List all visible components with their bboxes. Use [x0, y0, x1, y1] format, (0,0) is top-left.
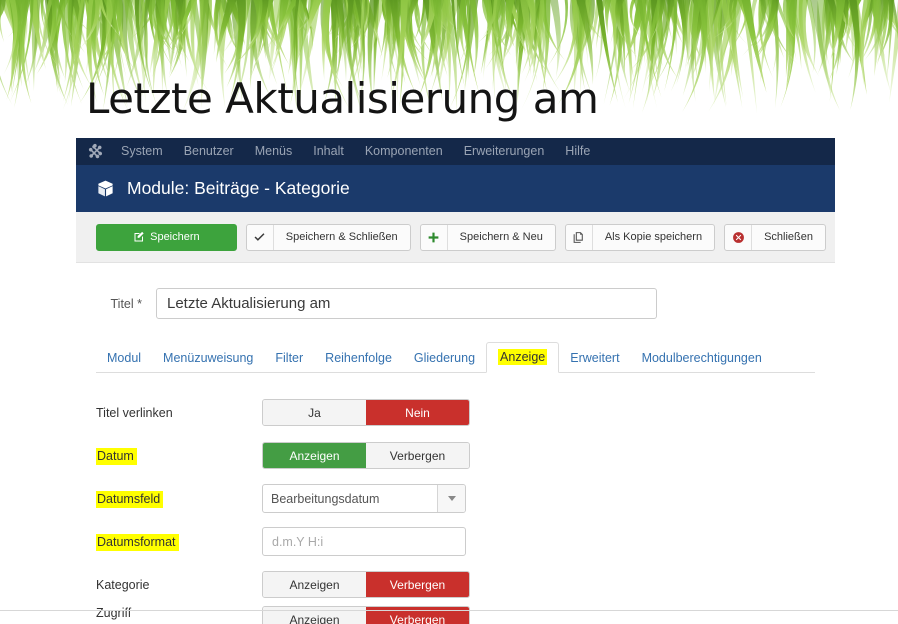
site-banner: Letzte Aktualisierung am: [0, 0, 898, 138]
select-datumsfeld[interactable]: Bearbeitungsdatum: [262, 484, 466, 513]
tab-modulberechtigungen[interactable]: Modulberechtigungen: [631, 343, 773, 373]
form-row-titel-verlinken: Titel verlinken Ja Nein: [96, 391, 835, 434]
close-button[interactable]: Schließen: [724, 223, 826, 251]
admin-toolbar: Speichern Speichern & Schließen Speicher…: [76, 212, 835, 263]
tab-filter-label: Filter: [275, 351, 304, 365]
label-datum-text: Datum: [96, 447, 137, 465]
save-and-new-label: Speichern & Neu: [459, 231, 543, 243]
menu-item-hilfe[interactable]: Hilfe: [565, 144, 591, 158]
menu-item-inhalt[interactable]: Inhalt: [313, 144, 344, 158]
tab-menuezuweisung[interactable]: Menüzuweisung: [152, 343, 264, 373]
check-icon: [247, 224, 274, 250]
menu-item-system[interactable]: System: [121, 144, 163, 158]
label-datumsformat: Datumsformat: [96, 533, 262, 551]
toggle-kategorie-verbergen[interactable]: Verbergen: [366, 572, 469, 597]
module-box-icon: [98, 180, 113, 197]
menu-item-menues[interactable]: Menüs: [254, 144, 293, 158]
form-row-zugriff: Zugriff Anzeigen Verbergen: [96, 606, 835, 624]
label-zugriff: Zugriff: [96, 606, 132, 620]
save-and-close-button[interactable]: Speichern & Schließen: [245, 223, 411, 251]
toggle-titel-verlinken[interactable]: Ja Nein: [262, 399, 470, 426]
save-and-close-label: Speichern & Schließen: [285, 231, 398, 243]
tab-reihenfolge-label: Reihenfolge: [325, 351, 392, 365]
tab-filter[interactable]: Filter: [264, 343, 314, 373]
save-as-copy-label: Als Kopie speichern: [604, 231, 703, 243]
select-datumsfeld-value: Bearbeitungsdatum: [271, 491, 380, 506]
toggle-titel-verlinken-nein[interactable]: Nein: [366, 400, 469, 425]
page-title: Letzte Aktualisierung am: [86, 74, 599, 123]
chevron-down-icon[interactable]: [437, 485, 465, 512]
grass-banner-image: [0, 0, 898, 125]
form-row-kategorie: Kategorie Anzeigen Verbergen: [96, 563, 835, 606]
admin-menubar: System Benutzer Menüs Inhalt Komponenten…: [76, 138, 835, 165]
tab-erweitert-label: Erweitert: [570, 351, 620, 365]
label-datumsformat-text: Datumsformat: [96, 533, 179, 551]
save-and-new-button[interactable]: Speichern & Neu: [419, 223, 556, 251]
tab-modulberechtigungen-label: Modulberechtigungen: [641, 351, 762, 365]
module-tabs: Modul Menüzuweisung Filter Reihenfolge G…: [96, 341, 815, 373]
label-kategorie: Kategorie: [96, 577, 150, 592]
label-datum: Datum: [96, 447, 262, 465]
joomla-admin-panel: System Benutzer Menüs Inhalt Komponenten…: [76, 138, 835, 624]
menu-item-benutzer[interactable]: Benutzer: [183, 144, 234, 158]
page-bottom-divider: [0, 610, 898, 611]
tab-modul-label: Modul: [107, 351, 142, 365]
form-row-datumsfeld: Datumsfeld Bearbeitungsdatum: [96, 477, 835, 520]
tab-gliederung[interactable]: Gliederung: [403, 343, 486, 373]
tab-menuezuweisung-label: Menüzuweisung: [163, 351, 254, 365]
anzeige-form: Titel verlinken Ja Nein Datum Anzeigen V…: [76, 373, 835, 624]
title-input[interactable]: [156, 288, 657, 319]
toggle-kategorie[interactable]: Anzeigen Verbergen: [262, 571, 470, 598]
copy-icon: [566, 224, 593, 250]
label-datumsfeld: Datumsfeld: [96, 490, 262, 508]
tab-reihenfolge[interactable]: Reihenfolge: [314, 343, 403, 373]
label-datumsfeld-text: Datumsfeld: [96, 490, 164, 508]
admin-header-title: Module: Beiträge - Kategorie: [127, 178, 350, 198]
toggle-datum[interactable]: Anzeigen Verbergen: [262, 442, 470, 469]
form-row-datum: Datum Anzeigen Verbergen: [96, 434, 835, 477]
title-field-row: Titel *: [76, 263, 835, 319]
tab-gliederung-label: Gliederung: [413, 351, 476, 365]
toggle-kategorie-anzeigen[interactable]: Anzeigen: [263, 572, 366, 597]
toggle-zugriff[interactable]: Anzeigen Verbergen: [262, 606, 470, 624]
tab-anzeige-label: Anzeige: [498, 349, 548, 365]
tab-anzeige[interactable]: Anzeige: [486, 342, 560, 373]
toggle-datum-verbergen[interactable]: Verbergen: [366, 443, 469, 468]
close-circle-icon: [725, 224, 753, 250]
tab-modul[interactable]: Modul: [96, 343, 152, 373]
admin-content: Titel * Modul Menüzuweisung Filter Reihe…: [76, 263, 835, 624]
toggle-titel-verlinken-ja[interactable]: Ja: [263, 400, 366, 425]
menu-item-erweiterungen[interactable]: Erweiterungen: [463, 144, 545, 158]
label-titel-verlinken: Titel verlinken: [96, 405, 173, 420]
save-as-copy-button[interactable]: Als Kopie speichern: [564, 223, 716, 251]
joomla-icon[interactable]: [87, 143, 104, 160]
menu-item-komponenten[interactable]: Komponenten: [364, 144, 443, 158]
plus-icon: [421, 224, 448, 250]
form-row-datumsformat: Datumsformat: [96, 520, 835, 563]
input-datumsformat[interactable]: [262, 527, 466, 556]
toggle-datum-anzeigen[interactable]: Anzeigen: [263, 443, 366, 468]
save-button-label: Speichern: [150, 231, 200, 243]
save-pencil-icon: [133, 225, 145, 250]
admin-page-header: Module: Beiträge - Kategorie: [76, 165, 835, 212]
save-button[interactable]: Speichern: [96, 223, 237, 251]
tab-erweitert[interactable]: Erweitert: [559, 343, 630, 373]
close-button-label: Schließen: [764, 231, 813, 243]
title-field-label: Titel *: [110, 296, 143, 311]
